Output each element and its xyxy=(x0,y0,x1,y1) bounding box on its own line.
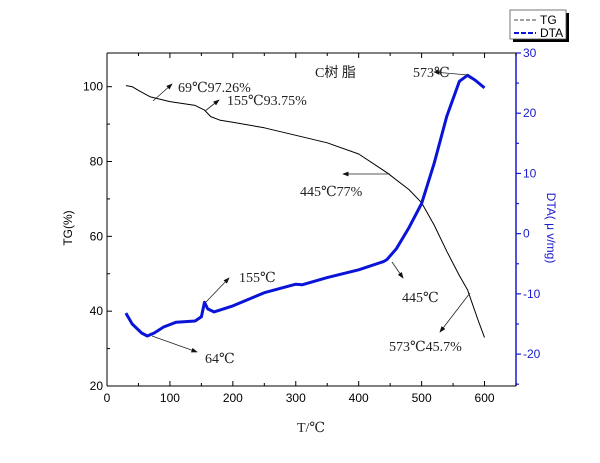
annotation-arrow xyxy=(433,70,469,76)
annotation-label: 155℃93.75% xyxy=(227,94,307,109)
annotation-arrow xyxy=(391,261,404,279)
y-left-tick-label: 20 xyxy=(90,379,104,393)
y-left-tick-label: 40 xyxy=(90,304,104,318)
x-tick-label: 100 xyxy=(160,391,180,405)
annotation-arrow xyxy=(439,292,471,333)
annotation-label: 155℃ xyxy=(239,271,276,286)
y-right-tick-label: 10 xyxy=(523,166,537,180)
y-left-tick-label: 80 xyxy=(90,155,104,169)
x-tick-label: 200 xyxy=(223,391,243,405)
y-right-tick-label: -10 xyxy=(523,287,541,301)
annotation-label: 64℃ xyxy=(205,352,235,367)
legend-dta-label: DTA xyxy=(540,26,563,40)
y-left-tick-label: 60 xyxy=(90,229,104,243)
annotation-label: 573℃ xyxy=(413,66,450,81)
y-right-tick-label: 0 xyxy=(523,227,530,241)
legend: TG DTA xyxy=(509,9,569,42)
x-tick-label: 0 xyxy=(104,391,111,405)
series-dta-line xyxy=(124,73,486,338)
y-right-tick-label: -20 xyxy=(523,347,541,361)
y-left-tick-label: 100 xyxy=(83,80,103,94)
annotation-arrow xyxy=(205,277,230,303)
annotation-arrow xyxy=(204,99,220,112)
annotation-label: 445℃ xyxy=(402,291,439,306)
x-axis-label: T/℃ xyxy=(297,421,325,436)
annotation-label: 445℃77% xyxy=(300,185,363,200)
x-tick-label: 300 xyxy=(286,391,306,405)
x-tick-label: 600 xyxy=(475,391,495,405)
annotation-label: 69℃97.26% xyxy=(178,81,251,96)
chart-title: C树 脂 xyxy=(315,65,356,81)
annotation-arrow xyxy=(151,335,198,353)
legend-box xyxy=(509,9,567,40)
x-tick-label: 500 xyxy=(412,391,432,405)
annotation-label: 573℃45.7% xyxy=(389,340,462,355)
x-tick-label: 400 xyxy=(349,391,369,405)
y-right-tick-label: 30 xyxy=(523,46,537,60)
y-right-tick-label: 20 xyxy=(523,106,537,120)
series-tg-line xyxy=(125,85,485,338)
annotation-arrow xyxy=(152,83,173,102)
y-left-label: TG(%) xyxy=(61,210,75,245)
legend-tg-label: TG xyxy=(540,13,557,27)
y-right-label: DTA( μ v/mg) xyxy=(544,193,558,264)
chart-marks: 0 100 200 300 400 500 600 20 40 60 80 100 -20 -10 0 10 2… xyxy=(83,46,541,405)
